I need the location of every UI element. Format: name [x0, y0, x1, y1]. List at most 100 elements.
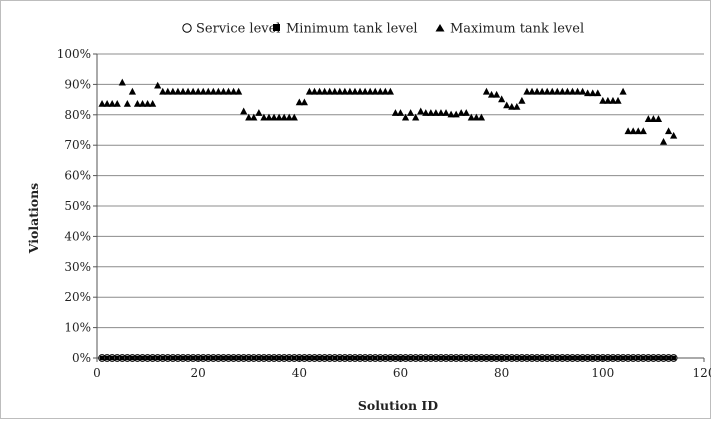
point-maximum-tank-level [639, 127, 647, 135]
point-maximum-tank-level [538, 87, 546, 95]
point-minimum-tank-level [474, 355, 479, 361]
point-minimum-tank-level [656, 355, 661, 361]
point-maximum-tank-level [361, 87, 369, 95]
point-maximum-tank-level [649, 115, 658, 122]
x-tick-label: 100 [591, 366, 614, 380]
point-minimum-tank-level [484, 355, 489, 361]
point-maximum-tank-level [493, 90, 501, 98]
point-minimum-tank-level [635, 355, 641, 361]
point-maximum-tank-level [417, 107, 425, 115]
point-maximum-tank-level [629, 127, 637, 135]
legend-marker-minimum-tank-level [273, 24, 280, 31]
point-maximum-tank-level [513, 103, 521, 110]
point-minimum-tank-level [393, 355, 398, 361]
point-minimum-tank-level [555, 355, 560, 361]
point-minimum-tank-level [140, 355, 145, 361]
point-maximum-tank-level [174, 87, 182, 95]
point-minimum-tank-level [271, 355, 277, 361]
point-maximum-tank-level [594, 89, 602, 97]
y-axis-title: Violations [26, 183, 41, 254]
point-minimum-tank-level [620, 355, 626, 361]
point-minimum-tank-level [408, 355, 413, 361]
point-minimum-tank-level [398, 355, 403, 361]
point-minimum-tank-level [241, 355, 246, 361]
point-maximum-tank-level [209, 87, 217, 95]
point-minimum-tank-level [372, 355, 378, 361]
point-minimum-tank-level [170, 355, 176, 361]
point-maximum-tank-level [670, 131, 678, 139]
point-minimum-tank-level [211, 355, 216, 361]
legend-label-minimum-tank-level: Minimum tank level [286, 22, 418, 37]
legend-marker-maximum-tank-level [435, 24, 445, 32]
point-minimum-tank-level [150, 355, 155, 361]
y-tick-label: 10% [64, 321, 91, 335]
y-tick-label: 80% [64, 108, 91, 122]
legend-marker-service-level [182, 23, 192, 33]
point-minimum-tank-level [357, 355, 363, 361]
x-tick-label: 0 [93, 366, 101, 380]
point-maximum-tank-level [164, 87, 172, 95]
point-maximum-tank-level [391, 109, 400, 116]
point-minimum-tank-level [625, 355, 631, 361]
point-maximum-tank-level [366, 87, 374, 95]
point-maximum-tank-level [103, 99, 111, 107]
point-maximum-tank-level [584, 89, 592, 97]
point-minimum-tank-level [317, 355, 322, 361]
point-maximum-tank-level [422, 109, 430, 116]
point-maximum-tank-level [442, 109, 450, 116]
point-maximum-tank-level [614, 96, 622, 104]
point-minimum-tank-level [286, 355, 292, 361]
point-minimum-tank-level [130, 355, 135, 361]
point-maximum-tank-level [189, 87, 197, 95]
x-tick-label: 120 [693, 366, 711, 380]
point-minimum-tank-level [469, 355, 474, 361]
point-maximum-tank-level [336, 87, 344, 95]
point-minimum-tank-level [641, 355, 646, 361]
point-maximum-tank-level [326, 87, 334, 95]
point-maximum-tank-level [482, 87, 491, 95]
point-minimum-tank-level [499, 355, 504, 361]
point-minimum-tank-level [332, 355, 338, 361]
point-maximum-tank-level [558, 87, 566, 95]
point-maximum-tank-level [229, 87, 238, 95]
point-maximum-tank-level [664, 127, 673, 135]
y-tick-label: 60% [64, 169, 91, 183]
point-minimum-tank-level [494, 355, 499, 361]
point-minimum-tank-level [666, 355, 671, 361]
point-maximum-tank-level [315, 87, 324, 95]
point-maximum-tank-level [118, 78, 126, 86]
point-minimum-tank-level [342, 355, 348, 361]
point-minimum-tank-level [463, 355, 469, 361]
point-maximum-tank-level [472, 113, 480, 121]
point-minimum-tank-level [615, 355, 621, 361]
point-maximum-tank-level [285, 113, 293, 121]
point-maximum-tank-level [568, 87, 577, 95]
point-minimum-tank-level [610, 355, 616, 361]
point-maximum-tank-level [619, 87, 627, 95]
point-maximum-tank-level [295, 98, 303, 106]
point-maximum-tank-level [654, 115, 663, 122]
point-minimum-tank-level [352, 355, 358, 361]
point-maximum-tank-level [407, 109, 415, 116]
point-maximum-tank-level [432, 109, 440, 116]
point-minimum-tank-level [266, 355, 272, 361]
point-minimum-tank-level [504, 355, 510, 361]
point-minimum-tank-level [195, 355, 201, 361]
point-maximum-tank-level [219, 87, 228, 95]
point-maximum-tank-level [149, 99, 157, 107]
point-maximum-tank-level [341, 87, 349, 95]
point-maximum-tank-level [401, 113, 410, 121]
point-minimum-tank-level [544, 355, 550, 361]
point-minimum-tank-level [281, 355, 287, 361]
point-maximum-tank-level [589, 89, 597, 97]
point-maximum-tank-level [245, 113, 253, 121]
point-minimum-tank-level [205, 355, 211, 361]
tick-labels: 0% 10% 20% 30% 40% 50% 60% 70% 80% 90% 100% 0 20 40 60… [57, 47, 711, 380]
point-minimum-tank-level [600, 355, 606, 361]
point-maximum-tank-level [98, 99, 106, 107]
point-maximum-tank-level [503, 101, 511, 109]
point-minimum-tank-level [327, 355, 332, 361]
point-minimum-tank-level [453, 355, 459, 361]
point-minimum-tank-level [438, 355, 444, 361]
